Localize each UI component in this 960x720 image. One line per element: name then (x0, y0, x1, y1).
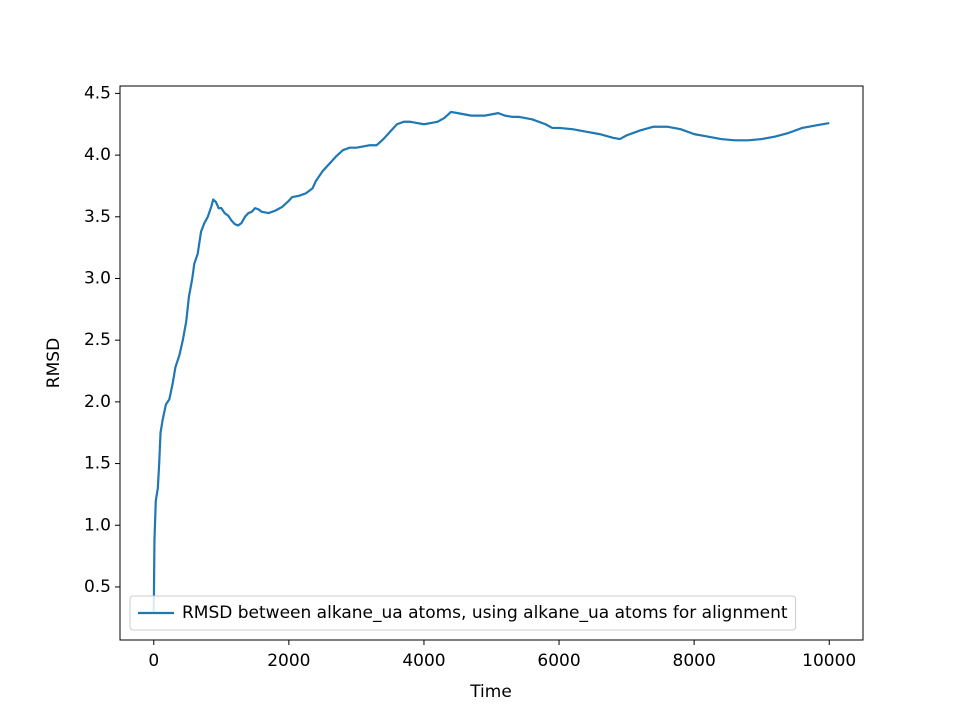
y-tick-label: 4.5 (84, 83, 111, 103)
x-tick-label: 0 (148, 651, 159, 671)
y-tick-label: 3.0 (84, 268, 111, 288)
y-tick-label: 4.0 (84, 145, 111, 165)
y-tick-label: 2.5 (84, 330, 111, 350)
x-tick-label: 6000 (537, 651, 580, 671)
y-axis-label: RMSD (44, 338, 64, 388)
y-tick-label: 2.0 (84, 392, 111, 412)
y-tick-label: 1.5 (84, 454, 111, 474)
line-series (152, 110, 830, 612)
y-tick-label: 0.5 (84, 577, 111, 597)
legend-label: RMSD between alkane_ua atoms, using alka… (182, 603, 788, 623)
x-axis-label: Time (469, 682, 512, 702)
x-tick-label: 8000 (673, 651, 716, 671)
x-tick-label: 4000 (402, 651, 445, 671)
x-tick-label: 2000 (267, 651, 310, 671)
plot-frame (119, 85, 864, 641)
x-tick-label: 10000 (802, 651, 856, 671)
legend-box (129, 595, 797, 631)
y-tick-label: 3.5 (84, 207, 111, 227)
y-tick-label: 1.0 (84, 515, 111, 535)
